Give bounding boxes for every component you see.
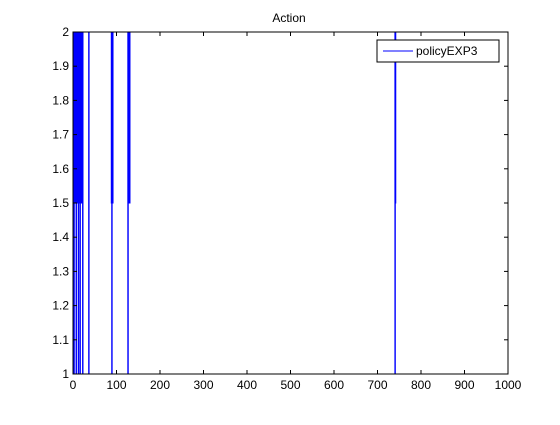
plot-frame bbox=[72, 31, 509, 375]
y-tick-label: 1.3 bbox=[52, 264, 69, 278]
y-tick-label: 1.8 bbox=[52, 93, 69, 107]
x-tick-label: 800 bbox=[411, 378, 431, 392]
y-tick-label: 1.5 bbox=[52, 196, 69, 210]
y-tick-label: 1.9 bbox=[52, 59, 69, 73]
x-tick-label: 1000 bbox=[495, 378, 522, 392]
y-tick-label: 2 bbox=[62, 25, 69, 39]
x-tick-label: 900 bbox=[454, 378, 474, 392]
legend-label-policyexp3: policyEXP3 bbox=[416, 44, 478, 58]
x-tick-label: 200 bbox=[150, 378, 170, 392]
y-tick-label: 1.6 bbox=[52, 162, 69, 176]
plot-area bbox=[72, 31, 508, 375]
y-tick-label: 1.4 bbox=[52, 230, 69, 244]
y-tick-label: 1 bbox=[62, 367, 69, 381]
legend-box bbox=[376, 39, 500, 63]
axis-ticks: 0 100 200 300 400 500 600 700 800 900 1000 1 1.1 1.2 1… bbox=[52, 25, 521, 392]
y-tick-label: 1.7 bbox=[52, 128, 69, 142]
x-tick-label: 400 bbox=[237, 378, 257, 392]
y-tick-label: 1.1 bbox=[52, 333, 69, 347]
chart-title: Action bbox=[272, 11, 305, 25]
x-tick-label: 700 bbox=[367, 378, 387, 392]
x-tick-label: 600 bbox=[324, 378, 344, 392]
x-tick-label: 500 bbox=[280, 378, 300, 392]
y-tick-label: 1.2 bbox=[52, 299, 69, 313]
x-tick-label: 100 bbox=[106, 378, 126, 392]
x-tick-label: 0 bbox=[70, 378, 77, 392]
series-line-policyexp3 bbox=[72, 31, 508, 375]
legend: policyEXP3 bbox=[376, 39, 500, 63]
x-tick-label: 300 bbox=[193, 378, 213, 392]
